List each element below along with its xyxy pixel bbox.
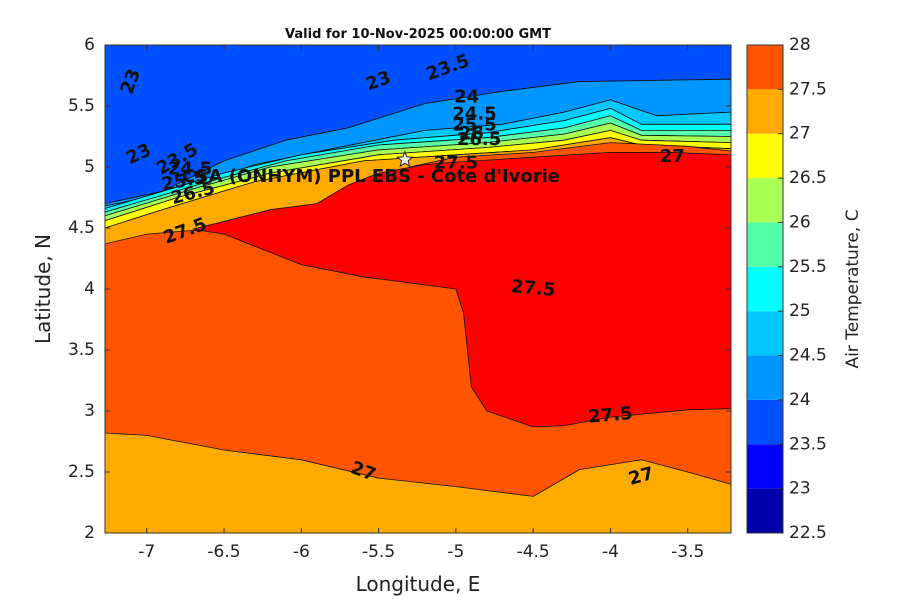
- colorbar-swatch: [747, 311, 783, 356]
- y-tick-label: 2.5: [68, 462, 95, 482]
- contour-band-11: [192, 151, 731, 428]
- x-tick-label: -6.5: [207, 542, 240, 562]
- contour-label-9: 26.5: [457, 129, 501, 150]
- contour-label-7: 25.5: [452, 115, 496, 136]
- contour-label-8: 26: [459, 123, 484, 144]
- contour-label-10: 24.5: [168, 158, 212, 179]
- contour-label-16: 27.5: [510, 276, 556, 301]
- y-axis-title: Latitude, N: [31, 234, 55, 344]
- colorbar-swatch: [747, 178, 783, 223]
- colorbar: 22.5 23 23.5 24 24.5 25 25.5 26 26.5 27 27.5 28: [746, 35, 827, 543]
- colorbar-tick-label: 25: [789, 301, 811, 321]
- colorbar-tick-label: 25.5: [789, 257, 827, 277]
- colorbar-tick-label: 24: [789, 390, 811, 410]
- colorbar-swatch: [747, 89, 783, 134]
- colorbar-tick-label: 27: [789, 124, 811, 144]
- x-tick-label: -4.5: [517, 542, 550, 562]
- colorbar-swatch: [747, 355, 783, 400]
- contour-fill-layer: [105, 45, 731, 533]
- colorbar-swatch: [747, 444, 783, 489]
- site-marker-group: CSA (ONHYM) PPL EBS - Cote d'Ivorie: [182, 150, 560, 187]
- colorbar-swatch: [747, 45, 783, 90]
- x-tick-label: -7: [138, 542, 155, 562]
- colorbar-frame: [746, 44, 784, 534]
- x-axis-title: Longitude, E: [356, 572, 481, 596]
- colorbar-swatch: [747, 222, 783, 267]
- y-tick-label: 3.5: [68, 340, 95, 360]
- contour-label-15: 27: [660, 146, 685, 167]
- y-tick-label: 2: [84, 523, 95, 543]
- x-tick-label: -3.5: [671, 542, 704, 562]
- colorbar-tick-label: 23: [789, 479, 811, 499]
- y-tick-label: 5: [84, 157, 95, 177]
- y-tick-label: 3: [84, 401, 95, 421]
- colorbar-swatch: [747, 399, 783, 445]
- colorbar-tick-label: 27.5: [789, 79, 827, 99]
- y-tick-label: 4.5: [68, 218, 95, 238]
- contour-label-14: 27.5: [434, 152, 478, 173]
- y-tick-label: 6: [84, 35, 95, 55]
- x-axis-ticks: -7 -6.5 -6 -5.5 -5 -4.5 -4 -3.5: [138, 45, 704, 562]
- contour-label-6: 24.5: [452, 104, 496, 125]
- colorbar-tick-label: 26.5: [789, 168, 827, 188]
- site-label: CSA (ONHYM) PPL EBS - Cote d'Ivorie: [182, 166, 560, 187]
- colorbar-tick-label: 22.5: [789, 523, 827, 543]
- x-tick-label: -5.5: [362, 542, 395, 562]
- colorbar-tick-label: 28: [789, 35, 811, 55]
- contour-label-layer: 23 23 23.52323.52424.525.52626.524.525.526…: [117, 50, 685, 490]
- colorbar-swatch: [747, 488, 783, 533]
- y-tick-label: 4: [84, 279, 95, 299]
- x-tick-label: -5: [447, 542, 464, 562]
- colorbar-tick-label: 24.5: [789, 346, 827, 366]
- y-axis-ticks: 2 2.5 3 3.5 4 4.5 5 5.5 6: [68, 35, 731, 543]
- chart-title: Valid for 10-Nov-2025 00:00:00 GMT: [285, 27, 551, 42]
- colorbar-swatch: [747, 133, 783, 179]
- x-tick-label: -6: [293, 542, 310, 562]
- colorbar-tick-label: 23.5: [789, 434, 827, 454]
- y-tick-label: 5.5: [68, 96, 95, 116]
- colorbar-swatch: [747, 266, 783, 312]
- site-star-marker: [395, 150, 414, 168]
- colorbar-title: Air Temperature, C: [843, 209, 863, 368]
- contour-label-17: 27.5: [587, 403, 633, 428]
- x-tick-label: -4: [602, 542, 619, 562]
- colorbar-tick-label: 26: [789, 212, 811, 232]
- contour-label-5: 24: [454, 86, 479, 107]
